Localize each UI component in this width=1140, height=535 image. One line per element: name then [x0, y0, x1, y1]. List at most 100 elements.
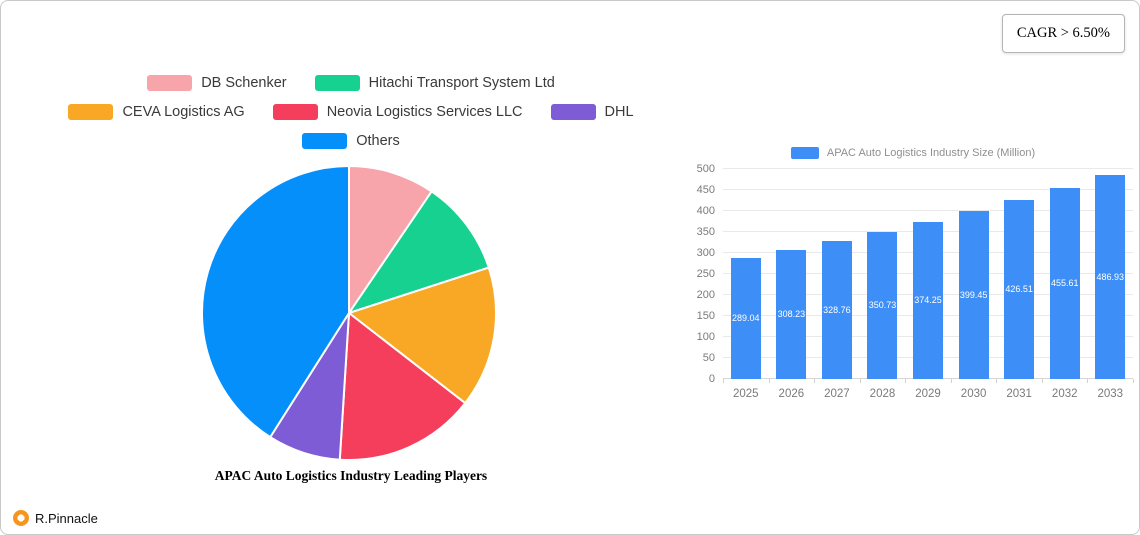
y-axis-label: 200 — [696, 289, 715, 301]
pie-slice-neovia-logistics-services-llc[interactable] — [338, 312, 467, 461]
axis-tick — [996, 379, 998, 383]
pie-slice-ceva-logistics-ag[interactable] — [348, 266, 497, 405]
y-axis-label: 150 — [696, 310, 715, 322]
bar-slot: 426.51 — [996, 169, 1042, 379]
bar-2025[interactable]: 289.04 — [730, 257, 761, 379]
axis-tick — [1087, 379, 1089, 383]
y-axis-label: 500 — [696, 163, 715, 175]
legend-label: CEVA Logistics AG — [122, 104, 245, 120]
axis-tick — [814, 379, 816, 383]
x-axis-label: 2032 — [1051, 388, 1078, 400]
bar-2027[interactable]: 328.76 — [821, 240, 852, 379]
bar-slot: 289.04 — [723, 169, 769, 379]
bar-2031[interactable]: 426.51 — [1004, 199, 1035, 379]
legend-item-ceva-logistics-ag[interactable]: CEVA Logistics AG — [68, 104, 245, 120]
legend-swatch — [302, 133, 348, 149]
y-axis-label: 400 — [696, 205, 715, 217]
legend-item-dhl[interactable]: DHL — [550, 104, 634, 120]
legend-swatch — [550, 104, 596, 120]
x-axis-label: 2029 — [915, 388, 941, 400]
bar-value-label: 289.04 — [732, 313, 760, 324]
legend-label: Hitachi Transport System Ltd — [368, 75, 555, 91]
gridline — [723, 189, 1133, 190]
brand-footer: R.Pinnacle — [13, 510, 98, 526]
y-axis-label: 0 — [708, 373, 715, 385]
x-axis-label: 2026 — [778, 388, 805, 400]
y-axis-label: 250 — [696, 268, 715, 280]
bar-value-label: 308.23 — [777, 309, 806, 320]
bar-value-label: 350.73 — [868, 300, 897, 311]
x-axis-label: 2025 — [732, 388, 759, 400]
legend-item-neovia-logistics-services-llc[interactable]: Neovia Logistics Services LLC — [272, 104, 523, 120]
bar-value-label: 374.25 — [914, 295, 942, 306]
bar-2033[interactable]: 486.93 — [1095, 174, 1126, 379]
axis-tick — [1133, 379, 1134, 383]
pie-legend-row: CEVA Logistics AG Neovia Logistics Servic… — [68, 104, 634, 120]
y-axis: 0 50 100 150 200 250 300 350 400 450 500 — [689, 163, 715, 385]
axis-tick — [905, 379, 907, 383]
bar-value-label: 426.51 — [1005, 284, 1033, 295]
legend-item-others[interactable]: Others — [302, 133, 400, 149]
bar-slot: 328.76 — [814, 169, 860, 379]
x-axis-label: 2031 — [1006, 388, 1032, 400]
bar-2032[interactable]: 455.61 — [1049, 187, 1080, 379]
pie-slice-hitachi-transport-system-ltd[interactable] — [348, 190, 490, 314]
x-axis-label: 2030 — [960, 388, 987, 400]
bar-slot: 455.61 — [1042, 169, 1088, 379]
x-axis-label: 2028 — [869, 388, 896, 400]
bar-value-label: 486.93 — [1096, 271, 1125, 282]
legend-swatch — [68, 104, 114, 120]
legend-swatch — [147, 75, 193, 91]
axis-tick — [859, 379, 861, 383]
y-axis-label: 300 — [696, 247, 715, 259]
pie-title: APAC Auto Logistics Industry Leading Pla… — [214, 468, 488, 483]
bar-2030[interactable]: 399.45 — [958, 211, 989, 379]
bar-legend[interactable]: APAC Auto Logistics Industry Size (Milli… — [689, 147, 1137, 159]
legend-label: DHL — [604, 104, 634, 120]
bar-2026[interactable]: 308.23 — [776, 249, 807, 379]
bar-slot: 350.73 — [860, 169, 906, 379]
y-axis-label: 450 — [696, 184, 715, 196]
x-axis-ticks — [723, 379, 1134, 384]
bar-slot: 486.93 — [1088, 169, 1134, 379]
pie-legend-row: Others — [302, 133, 400, 149]
y-axis-label: 50 — [702, 352, 715, 364]
bars-row: 289.04 308.23 328.76 350.73 374.25 399.45 426.… — [723, 169, 1133, 379]
bar-legend-label: APAC Auto Logistics Industry Size (Milli… — [826, 147, 1036, 159]
x-axis-label: 2033 — [1097, 388, 1124, 400]
gridline — [723, 210, 1133, 211]
x-axis: 2025 2026 2027 2028 2029 2030 2031 2032 2033 — [723, 388, 1133, 400]
axis-tick — [1041, 379, 1043, 383]
legend-label: Neovia Logistics Services LLC — [326, 104, 523, 120]
legend-label: Others — [356, 133, 400, 149]
legend-item-db-schenker[interactable]: DB Schenker — [147, 75, 287, 91]
axis-tick — [768, 379, 770, 383]
pie-legend: DB Schenker Hitachi Transport System Ltd C… — [1, 75, 701, 149]
pie-svg — [201, 165, 497, 461]
bar-2028[interactable]: 350.73 — [867, 231, 898, 379]
bar-2029[interactable]: 374.25 — [913, 221, 944, 379]
brand-logo-icon — [13, 510, 29, 526]
legend-swatch — [272, 104, 318, 120]
legend-swatch — [314, 75, 360, 91]
pie-slice-db-schenker[interactable] — [348, 165, 433, 314]
bar-slot: 374.25 — [905, 169, 951, 379]
pie-slice-others[interactable] — [201, 165, 350, 439]
axis-tick — [723, 379, 724, 383]
bar-chart: APAC Auto Logistics Industry Size (Milli… — [689, 147, 1137, 419]
cagr-badge: CAGR > 6.50% — [1001, 14, 1125, 53]
bar-value-label: 455.61 — [1050, 278, 1079, 289]
bar-legend-swatch — [790, 147, 819, 159]
y-axis-label: 350 — [696, 226, 715, 238]
bar-value-label: 328.76 — [823, 304, 851, 315]
gridline — [723, 168, 1133, 169]
bar-plot-area: 0 50 100 150 200 250 300 350 400 450 500 289.04 308… — [689, 163, 1137, 419]
axis-tick — [950, 379, 952, 383]
legend-item-hitachi-transport-system-ltd[interactable]: Hitachi Transport System Ltd — [314, 75, 555, 91]
y-axis-label: 100 — [696, 331, 715, 343]
pie-legend-row: DB Schenker Hitachi Transport System Ltd — [147, 75, 555, 91]
pie-chart: DB Schenker Hitachi Transport System Ltd C… — [1, 1, 701, 534]
legend-label: DB Schenker — [201, 75, 287, 91]
bar-slot: 308.23 — [769, 169, 815, 379]
